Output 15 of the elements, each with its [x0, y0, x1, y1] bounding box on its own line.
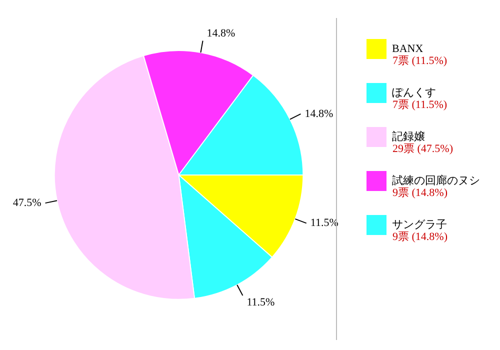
data-label: 11.5%: [310, 217, 338, 230]
text: 9票 (14.8%): [392, 230, 448, 244]
data-label: 14.8%: [206, 28, 236, 40]
text: 7票 (11.5%): [392, 54, 448, 68]
data-label: 47.5%: [12, 196, 42, 209]
text: 29票 (47.5%): [392, 142, 453, 156]
text: 9票 (14.8%): [392, 186, 448, 200]
legend-label: サングラ子: [392, 218, 447, 231]
legend-label: ぽんくす: [392, 86, 436, 99]
legend-label: 試練の回廊のヌシ: [392, 174, 480, 187]
text: 7票 (11.5%): [392, 98, 448, 112]
data-label: 11.5%: [246, 296, 275, 308]
legend-label: BANX: [392, 42, 424, 55]
data-label: 14.8%: [304, 108, 334, 120]
legend-label: 記録嬢: [392, 130, 425, 143]
